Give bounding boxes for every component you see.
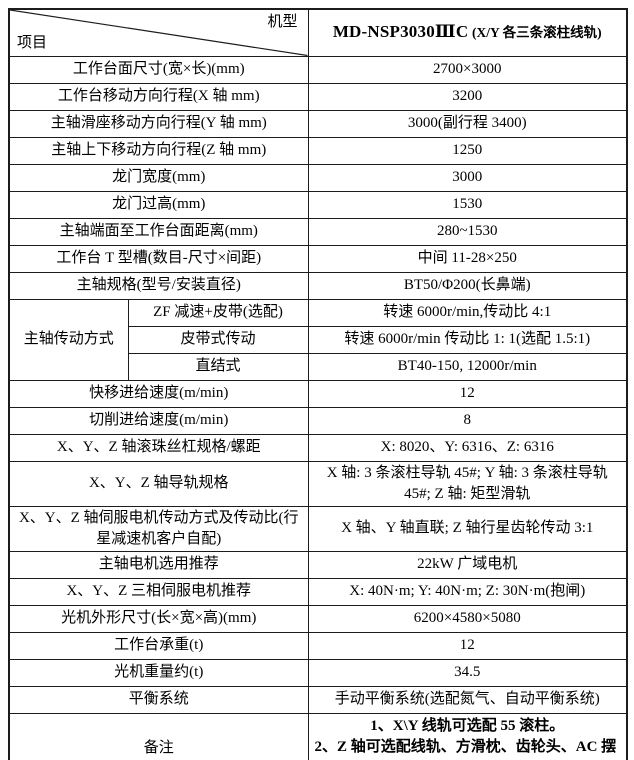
row-label: X、Y、Z 三相伺服电机推荐 — [8, 577, 309, 606]
table-row: X、Y、Z 轴伺服电机传动方式及传动比(行星减速机客户自配) X 轴、Y 轴直联… — [8, 505, 628, 552]
spindle-drive-row: 直结式 BT40-150, 12000r/min — [9, 352, 628, 381]
header-row: 机型 项目 MD-NSP3030ⅢC (X/Y 各三条滚柱线轨) — [8, 8, 628, 57]
model-note: (X/Y 各三条滚柱线轨) — [472, 25, 602, 41]
spindle-drive-row: 皮带式传动 转速 6000r/min 传动比 1: 1(选配 1.5:1) — [9, 325, 628, 354]
table-row: 主轴端面至工作台面距离(mm) 280~1530 — [8, 217, 628, 246]
table-row: 龙门过高(mm) 1530 — [8, 190, 628, 219]
diagonal-line — [10, 10, 308, 56]
model-header-cell: MD-NSP3030ⅢC (X/Y 各三条滚柱线轨) — [307, 8, 628, 57]
table-row: X、Y、Z 三相伺服电机推荐 X: 40N·m; Y: 40N·m; Z: 30… — [8, 577, 628, 606]
model-name: MD-NSP3030ⅢC — [332, 22, 469, 42]
row-value: BT50/Φ200(长鼻端) — [307, 271, 628, 300]
row-value: 转速 6000r/min,传动比 4:1 — [307, 298, 628, 327]
row-value: 手动平衡系统(选配氮气、自动平衡系统) — [307, 685, 628, 714]
spindle-drive-row: 主轴传动方式 ZF 减速+皮带(选配) 转速 6000r/min,传动比 4:1 — [8, 298, 628, 381]
row-label: X、Y、Z 轴伺服电机传动方式及传动比(行星减速机客户自配) — [8, 505, 309, 552]
row-value: 8 — [307, 406, 628, 435]
row-value: 12 — [307, 379, 628, 408]
table-row: 光机重量约(t) 34.5 — [8, 658, 628, 687]
row-value: 280~1530 — [307, 217, 628, 246]
item-axis-label: 项目 — [17, 35, 48, 52]
spindle-drive-mode: ZF 减速+皮带(选配) — [127, 298, 309, 327]
row-label: X、Y、Z 轴滚珠丝杠规格/螺距 — [8, 433, 309, 462]
spindle-drive-mode: 直结式 — [127, 352, 309, 381]
row-value: 3200 — [307, 82, 628, 111]
row-value: 1250 — [307, 136, 628, 165]
spec-table: 机型 项目 MD-NSP3030ⅢC (X/Y 各三条滚柱线轨) 工作台面尺寸(… — [8, 8, 628, 760]
row-value: BT40-150, 12000r/min — [307, 352, 628, 381]
spindle-drive-mode: 皮带式传动 — [127, 325, 309, 354]
notes-line-2: 2、Z 轴可选配线轨、方滑枕、齿轮头、AC 摆头等。 — [314, 739, 617, 756]
row-value: 2700×3000 — [307, 55, 628, 84]
table-row: 龙门宽度(mm) 3000 — [8, 163, 628, 192]
row-label: 快移进给速度(m/min) — [8, 379, 309, 408]
table-row: X、Y、Z 轴滚珠丝杠规格/螺距 X: 8020、Y: 6316、Z: 6316 — [8, 433, 628, 462]
table-row: 工作台 T 型槽(数目-尺寸×间距) 中间 11-28×250 — [8, 244, 628, 273]
row-label: 龙门宽度(mm) — [8, 163, 309, 192]
row-label: 平衡系统 — [8, 685, 309, 714]
row-value: X 轴: 3 条滚柱导轨 45#; Y 轴: 3 条滚柱导轨 45#; Z 轴:… — [307, 460, 628, 507]
table-row: 快移进给速度(m/min) 12 — [8, 379, 628, 408]
table-row: 工作台承重(t) 12 — [8, 631, 628, 660]
row-label: 主轴端面至工作台面距离(mm) — [8, 217, 309, 246]
row-value: 转速 6000r/min 传动比 1: 1(选配 1.5:1) — [307, 325, 628, 354]
row-value: X: 40N·m; Y: 40N·m; Z: 30N·m(抱闸) — [307, 577, 628, 606]
row-value: 12 — [307, 631, 628, 660]
table-row: 主轴规格(型号/安装直径) BT50/Φ200(长鼻端) — [8, 271, 628, 300]
table-row: 切削进给速度(m/min) 8 — [8, 406, 628, 435]
table-row: 工作台面尺寸(宽×长)(mm) 2700×3000 — [8, 55, 628, 84]
row-value: X 轴、Y 轴直联; Z 轴行星齿轮传动 3:1 — [307, 505, 628, 552]
spindle-drive-group-label: 主轴传动方式 — [8, 298, 129, 381]
row-value: X: 8020、Y: 6316、Z: 6316 — [307, 433, 628, 462]
table-row: 主轴电机选用推荐 22kW 广域电机 — [8, 550, 628, 579]
model-axis-label: 机型 — [267, 14, 298, 30]
notes-label: 备注 — [8, 712, 309, 760]
row-label: 工作台 T 型槽(数目-尺寸×间距) — [8, 244, 309, 273]
row-label: 光机外形尺寸(长×宽×高)(mm) — [8, 604, 309, 633]
row-value: 3000(副行程 3400) — [307, 109, 628, 138]
row-value: 34.5 — [307, 658, 628, 687]
table-row: 主轴上下移动方向行程(Z 轴 mm) 1250 — [8, 136, 628, 165]
row-label: 切削进给速度(m/min) — [8, 406, 309, 435]
row-value: 中间 11-28×250 — [307, 244, 628, 273]
row-label: 主轴上下移动方向行程(Z 轴 mm) — [8, 136, 309, 165]
notes-line-1: 1、X\Y 线轨可选配 55 滚柱。 — [370, 717, 565, 734]
table-row: 主轴滑座移动方向行程(Y 轴 mm) 3000(副行程 3400) — [8, 109, 628, 138]
row-value: 3000 — [307, 163, 628, 192]
row-value: 6200×4580×5080 — [307, 604, 628, 633]
row-label: X、Y、Z 轴导轨规格 — [8, 460, 309, 507]
row-value: 1530 — [307, 190, 628, 219]
row-label: 龙门过高(mm) — [8, 190, 309, 219]
row-label: 工作台移动方向行程(X 轴 mm) — [8, 82, 309, 111]
notes-row: 备注 1、X\Y 线轨可选配 55 滚柱。 2、Z 轴可选配线轨、方滑枕、齿轮头… — [8, 712, 628, 760]
notes-value-cell: 1、X\Y 线轨可选配 55 滚柱。 2、Z 轴可选配线轨、方滑枕、齿轮头、AC… — [307, 712, 628, 760]
row-value: 22kW 广域电机 — [307, 550, 628, 579]
table-row: X、Y、Z 轴导轨规格 X 轴: 3 条滚柱导轨 45#; Y 轴: 3 条滚柱… — [8, 460, 628, 507]
table-row: 光机外形尺寸(长×宽×高)(mm) 6200×4580×5080 — [8, 604, 628, 633]
table-row: 工作台移动方向行程(X 轴 mm) 3200 — [8, 82, 628, 111]
row-label: 工作台承重(t) — [8, 631, 309, 660]
row-label: 主轴电机选用推荐 — [8, 550, 309, 579]
table-row: 平衡系统 手动平衡系统(选配氮气、自动平衡系统) — [8, 685, 628, 714]
row-label: 主轴滑座移动方向行程(Y 轴 mm) — [8, 109, 309, 138]
row-label: 工作台面尺寸(宽×长)(mm) — [8, 55, 309, 84]
row-label: 光机重量约(t) — [8, 658, 309, 687]
row-label: 主轴规格(型号/安装直径) — [8, 271, 309, 300]
diagonal-header-cell: 机型 项目 — [8, 8, 309, 57]
